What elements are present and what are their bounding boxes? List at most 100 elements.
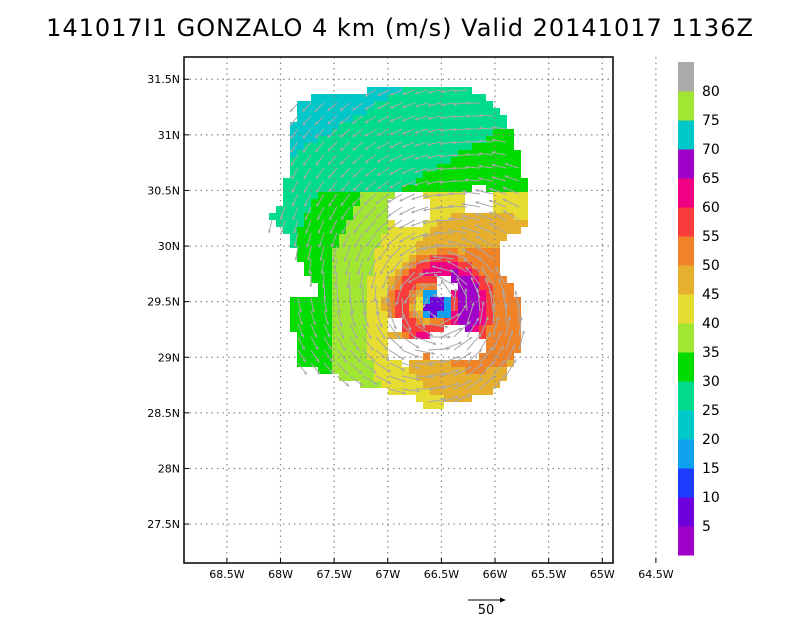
wind-vector-head [500,345,504,350]
field-cell [416,171,423,178]
field-cell [360,346,367,353]
wind-vector [414,362,434,366]
field-cell [458,101,465,108]
field-cell [465,136,472,143]
field-cell [367,108,374,115]
wind-vector-head [488,187,493,191]
wind-vector [401,336,420,349]
field-cell [493,178,500,185]
field-cell [346,136,353,143]
field-cell [514,220,521,227]
wind-vector [395,284,403,306]
field-cell [311,227,318,234]
wind-vector-head [458,327,463,331]
field-cell [479,115,486,122]
wind-vector-head [399,253,404,257]
field-cell [395,297,402,304]
field-cell [374,241,381,248]
field-cell [311,178,318,185]
field-cell [402,388,409,395]
field-cell [332,311,339,318]
wind-vector-head [427,142,431,146]
wind-vector-head [346,285,351,289]
field-cell [409,325,416,332]
wind-vector-head [370,285,374,289]
field-cell [360,101,367,108]
field-cell [437,143,444,150]
wind-vector-head [400,356,405,360]
colorbar-swatch [678,468,694,498]
field-cell [367,283,374,290]
field-cell [465,115,472,122]
field-cell [486,143,493,150]
wind-vector-head [340,188,345,192]
wind-vector-head [504,162,509,167]
wind-vector-head [364,201,368,205]
wind-vector [505,358,517,377]
field-cell [353,311,360,318]
field-cell [339,178,346,185]
field-cell [416,227,423,234]
field-cell [346,290,353,297]
field-cell [367,234,374,241]
wind-vector-head [491,138,495,142]
wind-vector-head [331,257,335,262]
field-cell [402,283,409,290]
wind-vector-head [491,376,495,380]
field-cell [486,388,493,395]
field-cell [360,318,367,325]
field-cell [465,269,472,276]
field-cell [430,213,437,220]
wind-vector-head [432,341,437,346]
field-cell [507,129,514,136]
wind-vector-head [302,121,306,126]
field-cell [311,346,318,353]
field-cell [493,213,500,220]
field-cell [451,108,458,115]
field-cell [409,178,416,185]
colorbar-label: 60 [702,200,720,216]
wind-vector-head [491,163,495,167]
field-cell [416,129,423,136]
field-cell [381,367,388,374]
wind-vector [401,297,404,320]
wind-vector-head [382,335,386,339]
field-cell [416,122,423,129]
field-cell [346,157,353,164]
wind-vector [440,279,455,299]
field-cell [493,367,500,374]
field-cell [507,150,514,157]
wind-vector-head [453,115,457,119]
field-cell [290,122,297,129]
wind-vector-head [377,119,381,123]
field-cell [395,248,402,255]
field-cell [465,171,472,178]
wind-vector-head [350,311,354,315]
field-cell [276,206,283,213]
field-cell [325,136,332,143]
wind-vector-head [364,119,369,123]
field-cell [493,115,500,122]
field-cell [437,248,444,255]
field-cell [367,115,374,122]
wind-vector-head [496,316,500,321]
field-cell [472,388,479,395]
field-cell [493,129,500,136]
field-cell [297,346,304,353]
field-cell [451,367,458,374]
field-cell [493,255,500,262]
field-cell [381,164,388,171]
field-cell [472,297,479,304]
field-cell [388,283,395,290]
wind-vector [385,284,390,304]
field-cell [318,220,325,227]
field-cell [339,101,346,108]
wind-vector [475,201,494,208]
wind-vector [478,256,494,273]
field-cell [332,353,339,360]
wind-vector-head [389,105,394,109]
field-cell [451,115,458,122]
field-cell [374,353,381,360]
wind-vector-head [352,323,356,327]
field-cell [388,192,395,199]
